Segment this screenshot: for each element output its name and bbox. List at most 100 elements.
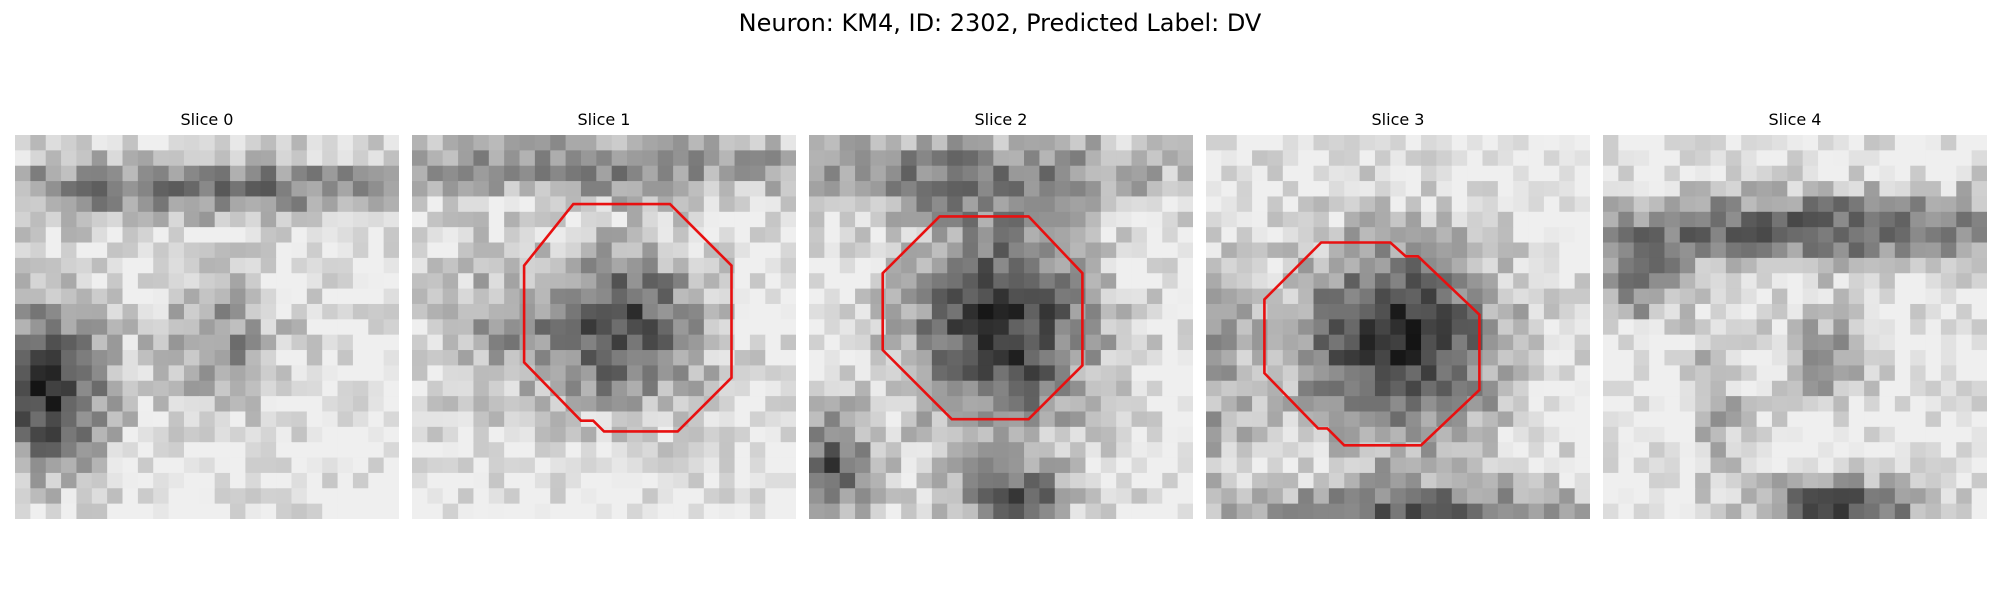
image-pixel <box>260 488 277 505</box>
image-pixel <box>1574 227 1590 244</box>
image-pixel <box>642 472 659 489</box>
image-pixel <box>1482 396 1499 413</box>
image-pixel <box>1925 334 1942 351</box>
image-pixel <box>611 227 628 244</box>
image-pixel <box>1725 196 1742 213</box>
image-pixel <box>1252 211 1269 228</box>
image-pixel <box>1818 165 1834 182</box>
image-pixel <box>1956 411 1973 428</box>
image-pixel <box>550 442 567 459</box>
image-pixel <box>534 365 551 382</box>
image-pixel <box>1618 150 1635 167</box>
image-pixel <box>1100 442 1117 459</box>
image-pixel <box>1024 288 1040 305</box>
image-pixel <box>596 242 613 259</box>
image-pixel <box>442 303 459 320</box>
image-pixel <box>1664 211 1681 228</box>
image-pixel <box>870 211 887 228</box>
image-pixel <box>1971 288 1987 305</box>
image-pixel <box>383 196 399 213</box>
image-pixel <box>1618 181 1635 198</box>
image-pixel <box>1328 227 1345 244</box>
image-pixel <box>1436 288 1453 305</box>
image-pixel <box>1603 503 1619 519</box>
image-pixel <box>1100 334 1117 351</box>
image-pixel <box>168 457 185 474</box>
image-pixel <box>1482 135 1499 151</box>
image-pixel <box>488 257 505 274</box>
image-pixel <box>1848 319 1865 336</box>
image-pixel <box>1116 442 1133 459</box>
image-pixel <box>824 442 841 459</box>
image-pixel <box>824 457 841 474</box>
image-pixel <box>368 411 385 428</box>
image-pixel <box>1741 135 1758 151</box>
image-pixel <box>642 150 659 167</box>
image-pixel <box>1390 211 1407 228</box>
image-pixel <box>1054 211 1071 228</box>
image-pixel <box>1131 257 1148 274</box>
image-pixel <box>534 457 551 474</box>
image-pixel <box>1848 457 1865 474</box>
image-pixel <box>1695 135 1712 151</box>
image-pixel <box>214 334 231 351</box>
image-pixel <box>1405 380 1422 397</box>
image-pixel <box>322 472 339 489</box>
image-pixel <box>230 303 246 320</box>
image-pixel <box>1603 396 1619 413</box>
image-pixel <box>1833 227 1850 244</box>
image-pixel <box>1802 227 1819 244</box>
image-pixel <box>1282 426 1299 443</box>
image-pixel <box>1956 288 1973 305</box>
image-pixel <box>1070 442 1087 459</box>
image-pixel <box>1436 319 1453 336</box>
image-pixel <box>550 150 567 167</box>
image-pixel <box>1390 380 1407 397</box>
image-pixel <box>383 242 399 259</box>
image-pixel <box>885 150 902 167</box>
image-pixel <box>885 227 902 244</box>
image-pixel <box>1574 503 1590 519</box>
image-pixel <box>1679 411 1696 428</box>
image-pixel <box>1282 165 1299 182</box>
image-pixel <box>1482 196 1499 213</box>
image-pixel <box>719 488 736 505</box>
image-pixel <box>839 426 856 443</box>
image-pixel <box>901 365 918 382</box>
image-pixel <box>839 380 856 397</box>
image-pixel <box>962 181 979 198</box>
image-pixel <box>642 488 659 505</box>
image-pixel <box>1787 181 1804 198</box>
image-pixel <box>1848 472 1865 489</box>
image-pixel <box>931 211 948 228</box>
image-pixel <box>30 150 47 167</box>
image-pixel <box>519 488 536 505</box>
image-pixel <box>1146 365 1163 382</box>
image-pixel <box>1436 411 1453 428</box>
image-pixel <box>1618 334 1635 351</box>
image-pixel <box>1146 457 1163 474</box>
image-pixel <box>688 257 705 274</box>
image-pixel <box>1374 211 1391 228</box>
image-pixel <box>1267 196 1284 213</box>
image-pixel <box>1725 257 1742 274</box>
image-pixel <box>1054 426 1071 443</box>
image-pixel <box>1267 227 1284 244</box>
image-pixel <box>122 426 139 443</box>
image-pixel <box>306 457 323 474</box>
image-pixel <box>306 396 323 413</box>
image-pixel <box>809 411 825 428</box>
image-pixel <box>183 150 200 167</box>
image-pixel <box>519 303 536 320</box>
image-pixel <box>1894 242 1911 259</box>
image-pixel <box>1116 472 1133 489</box>
image-pixel <box>596 426 613 443</box>
image-pixel <box>1528 181 1545 198</box>
image-pixel <box>137 411 154 428</box>
image-pixel <box>291 426 308 443</box>
image-pixel <box>993 396 1010 413</box>
image-pixel <box>122 365 139 382</box>
image-pixel <box>931 288 948 305</box>
image-pixel <box>765 196 782 213</box>
image-pixel <box>45 273 62 290</box>
